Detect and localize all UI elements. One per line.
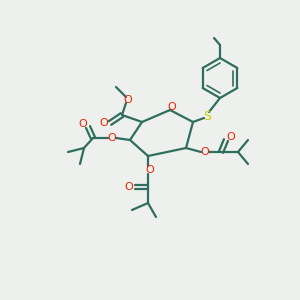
Text: O: O <box>100 118 108 128</box>
Text: O: O <box>168 102 176 112</box>
Text: O: O <box>124 95 132 105</box>
Text: O: O <box>201 147 209 157</box>
Text: O: O <box>108 133 116 143</box>
Text: O: O <box>226 132 236 142</box>
Text: S: S <box>203 110 211 122</box>
Text: O: O <box>146 165 154 175</box>
Text: O: O <box>124 182 134 192</box>
Text: O: O <box>79 119 87 129</box>
